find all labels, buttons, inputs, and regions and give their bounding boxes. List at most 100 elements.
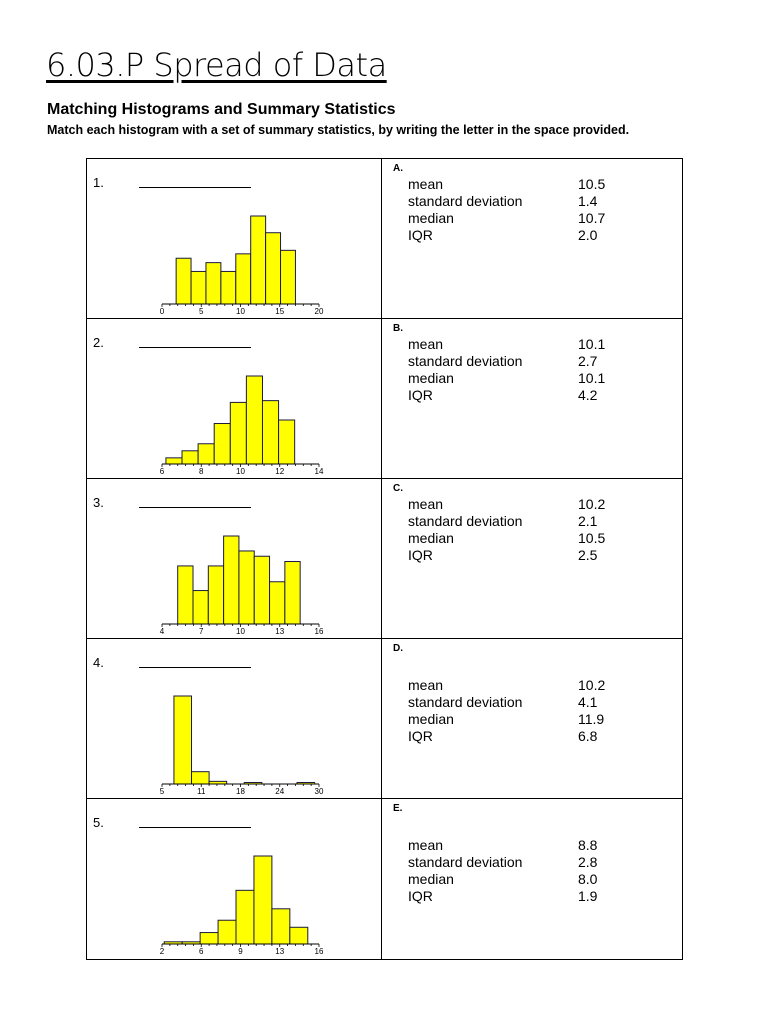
stat-set-letter: D. (393, 643, 403, 654)
histogram-bar (238, 550, 255, 625)
stat-value: 6.8 (578, 728, 598, 744)
stat-label: IQR (408, 888, 433, 904)
stat-set-letter: B. (393, 323, 403, 334)
histogram: 4 7 10 13 16 (160, 535, 324, 636)
histogram-bar (280, 249, 296, 305)
tick-label: 6 (160, 467, 165, 476)
tick-label: 7 (199, 627, 204, 636)
histogram-bar (191, 771, 210, 785)
stat-label: mean (408, 837, 444, 853)
table-row: 5. E. mean 8.8 standard deviation 2.8 median… (87, 799, 682, 959)
tick-label: 5 (199, 307, 204, 316)
tick-label: 13 (275, 947, 284, 956)
histogram-bar (197, 443, 215, 465)
stat-label: IQR (408, 547, 433, 563)
histogram: 5 11 18 24 30 (160, 695, 324, 796)
histogram-bar (207, 565, 225, 625)
stat-label: standard deviation (408, 694, 523, 710)
stat-label: mean (408, 677, 444, 693)
answer-blank[interactable] (139, 827, 251, 828)
stat-value: 2.0 (578, 227, 598, 243)
tick-label: 10 (236, 627, 245, 636)
stat-line: IQR 1.9 (408, 888, 648, 905)
histogram-bar (165, 457, 183, 465)
tick-label: 9 (238, 947, 243, 956)
stat-value: 2.8 (578, 854, 598, 870)
tick-label: 0 (160, 307, 165, 316)
histogram-bar (213, 423, 231, 465)
stat-line: mean 10.1 (408, 336, 648, 353)
stat-value: 1.4 (578, 193, 598, 209)
tick-label: 12 (275, 467, 284, 476)
stat-line: IQR 6.8 (408, 728, 648, 745)
tick-label: 18 (236, 787, 245, 796)
stat-label: median (408, 711, 454, 727)
stat-value: 10.7 (578, 210, 606, 226)
summary-statistics: mean 10.2 standard deviation 2.1 median 10.5 I… (408, 496, 648, 564)
stat-set-letter: C. (393, 483, 403, 494)
stat-label: mean (408, 496, 444, 512)
stat-label: mean (408, 336, 444, 352)
stat-value: 10.2 (578, 496, 606, 512)
tick-label: 20 (315, 307, 324, 316)
stat-line: median 10.5 (408, 530, 648, 547)
column-divider (381, 799, 382, 959)
section-heading: Matching Histograms and Summary Statisti… (47, 101, 396, 118)
stat-label: mean (408, 176, 444, 192)
stat-value: 4.2 (578, 387, 598, 403)
instructions: Match each histogram with a set of summa… (47, 123, 630, 137)
column-divider (381, 319, 382, 478)
tick-label: 24 (275, 787, 284, 796)
histogram-bar (289, 926, 309, 945)
summary-statistics: mean 8.8 standard deviation 2.8 median 8.0 IQR… (408, 837, 648, 905)
answer-blank[interactable] (139, 507, 251, 508)
stat-value: 1.9 (578, 888, 598, 904)
tick-label: 16 (315, 627, 324, 636)
histogram-bar (175, 257, 192, 305)
histogram-bar (235, 889, 255, 945)
stat-line: standard deviation 4.1 (408, 694, 648, 711)
stat-label: median (408, 210, 454, 226)
histogram-bar (278, 419, 296, 465)
stat-line: standard deviation 2.8 (408, 854, 648, 871)
stat-line: IQR 4.2 (408, 387, 648, 404)
stat-label: standard deviation (408, 513, 523, 529)
tick-label: 2 (160, 947, 165, 956)
stat-value: 10.1 (578, 370, 606, 386)
stat-label: standard deviation (408, 854, 523, 870)
answer-blank[interactable] (139, 667, 251, 668)
stat-value: 2.5 (578, 547, 598, 563)
table-row: 2. B. mean 10.1 standard deviation 2.7 media… (87, 319, 682, 479)
histogram-bar (235, 253, 252, 305)
histogram-bar (245, 375, 263, 465)
tick-label: 14 (315, 467, 324, 476)
stat-value: 2.7 (578, 353, 598, 369)
stat-value: 8.8 (578, 837, 598, 853)
histogram-bar (205, 262, 222, 305)
histogram-bar (220, 270, 237, 305)
histogram: 0 5 10 15 20 (160, 215, 324, 316)
question-number: 1. (93, 175, 104, 190)
tick-label: 13 (275, 627, 284, 636)
stat-value: 4.1 (578, 694, 598, 710)
histogram-bar (269, 581, 286, 625)
stat-line: median 10.1 (408, 370, 648, 387)
histogram-bar (250, 215, 267, 305)
histogram-bar (199, 932, 219, 945)
stat-label: IQR (408, 728, 433, 744)
column-divider (381, 479, 382, 638)
stat-label: median (408, 530, 454, 546)
answer-blank[interactable] (139, 347, 251, 348)
answer-blank[interactable] (139, 187, 251, 188)
histogram-bar (217, 919, 237, 945)
histogram: 6 8 10 12 14 (160, 375, 324, 476)
tick-label: 5 (160, 787, 165, 796)
summary-statistics: mean 10.1 standard deviation 2.7 median 10.1 I… (408, 336, 648, 404)
stat-value: 10.5 (578, 176, 606, 192)
tick-label: 10 (236, 467, 245, 476)
histogram-bar (253, 855, 273, 945)
histogram-bar (181, 450, 199, 465)
stat-label: standard deviation (408, 353, 523, 369)
summary-statistics: mean 10.2 standard deviation 4.1 median 11.9 I… (408, 677, 648, 745)
